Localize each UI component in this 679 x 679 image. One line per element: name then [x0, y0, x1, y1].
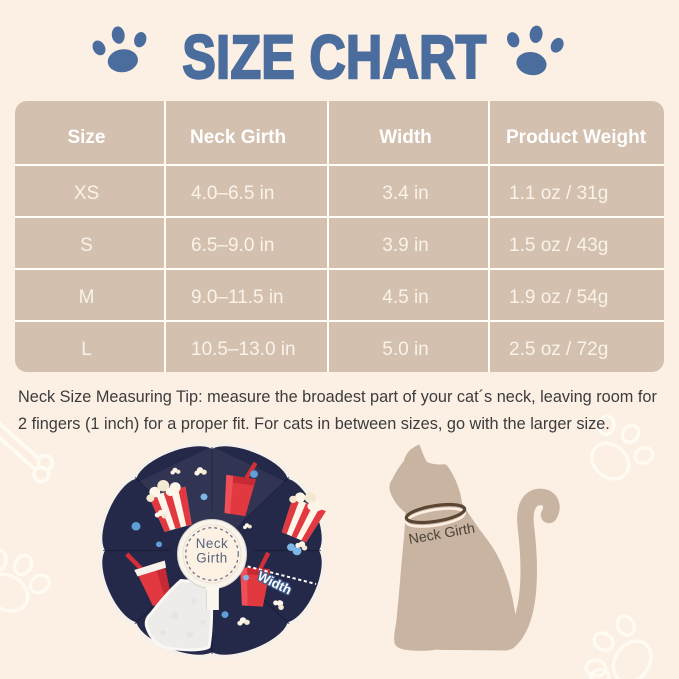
svg-text:Girth: Girth — [196, 551, 228, 566]
svg-text:Neck: Neck — [196, 536, 229, 551]
